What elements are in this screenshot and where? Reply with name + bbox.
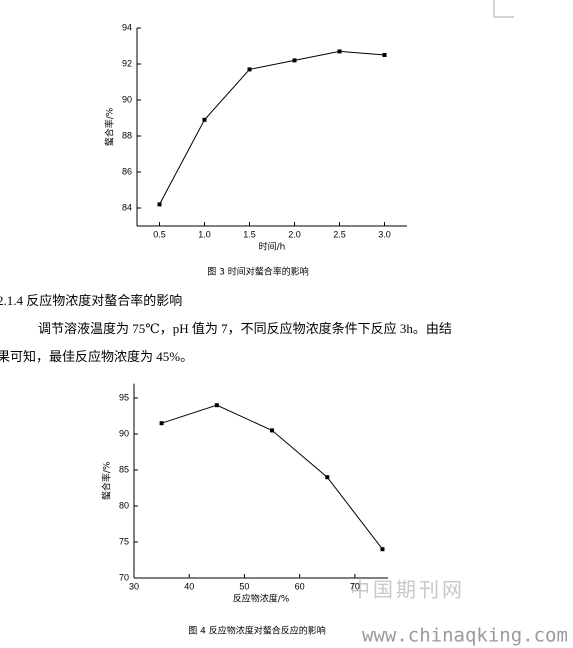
paragraph-line: 果可知，最佳反应物浓度为 45%。	[0, 349, 193, 364]
data-line	[159, 50, 385, 205]
x-tick-label: 2.0	[288, 229, 301, 239]
data-point	[214, 403, 219, 408]
y-tick-label: 94	[122, 22, 132, 32]
data-point	[292, 58, 297, 63]
y-tick-label: 88	[122, 130, 132, 140]
y-tick-label: 85	[119, 464, 129, 474]
x-axis-label: 反应物浓度/%	[233, 593, 290, 605]
data-point	[202, 117, 207, 122]
y-tick-label: 80	[119, 500, 129, 510]
data-point	[159, 421, 164, 426]
section-heading: 2.1.4 反应物浓度对螯合率的影响	[0, 293, 182, 308]
y-axis-label: 螯合率/%	[104, 107, 116, 146]
y-tick-label: 84	[122, 202, 132, 212]
x-tick-label: 3.0	[378, 229, 391, 239]
data-line	[161, 404, 383, 550]
x-axis-label: 时间/h	[259, 241, 286, 253]
paragraph-line: 调节溶液温度为 75℃，pH 值为 7，不同反应物浓度条件下反应 3h。由结	[38, 321, 452, 336]
x-tick-label: 50	[239, 581, 249, 591]
data-point	[337, 49, 342, 54]
y-tick-label: 92	[122, 58, 132, 68]
x-tick-label: 1.0	[198, 229, 211, 239]
y-tick-label: 75	[119, 536, 129, 546]
y-tick-label: 90	[122, 94, 132, 104]
watermark-url: www.chinaqking.com	[362, 625, 568, 647]
figure-caption: 图 3 时间对螯合率的影响	[207, 266, 308, 278]
data-point	[157, 202, 162, 207]
y-tick-label: 90	[119, 428, 129, 438]
x-tick-label: 70	[350, 581, 360, 591]
x-tick-label: 1.5	[243, 229, 256, 239]
x-tick-label: 0.5	[153, 229, 166, 239]
data-point	[325, 475, 330, 480]
figure-caption: 图 4 反应物浓度对螯合反应的影响	[188, 625, 325, 637]
data-point	[380, 547, 385, 552]
x-tick-label: 30	[129, 581, 139, 591]
y-tick-label: 95	[119, 392, 129, 402]
y-axis-label: 螯合率/%	[101, 461, 113, 500]
x-tick-label: 2.5	[333, 229, 346, 239]
y-tick-label: 70	[119, 572, 129, 582]
watermark-logo: 中国期刊网	[350, 578, 465, 602]
data-point	[270, 428, 275, 433]
x-tick-label: 40	[184, 581, 194, 591]
data-point	[247, 67, 252, 72]
x-tick-label: 60	[295, 581, 305, 591]
data-point	[382, 53, 387, 57]
y-tick-label: 86	[122, 166, 132, 176]
